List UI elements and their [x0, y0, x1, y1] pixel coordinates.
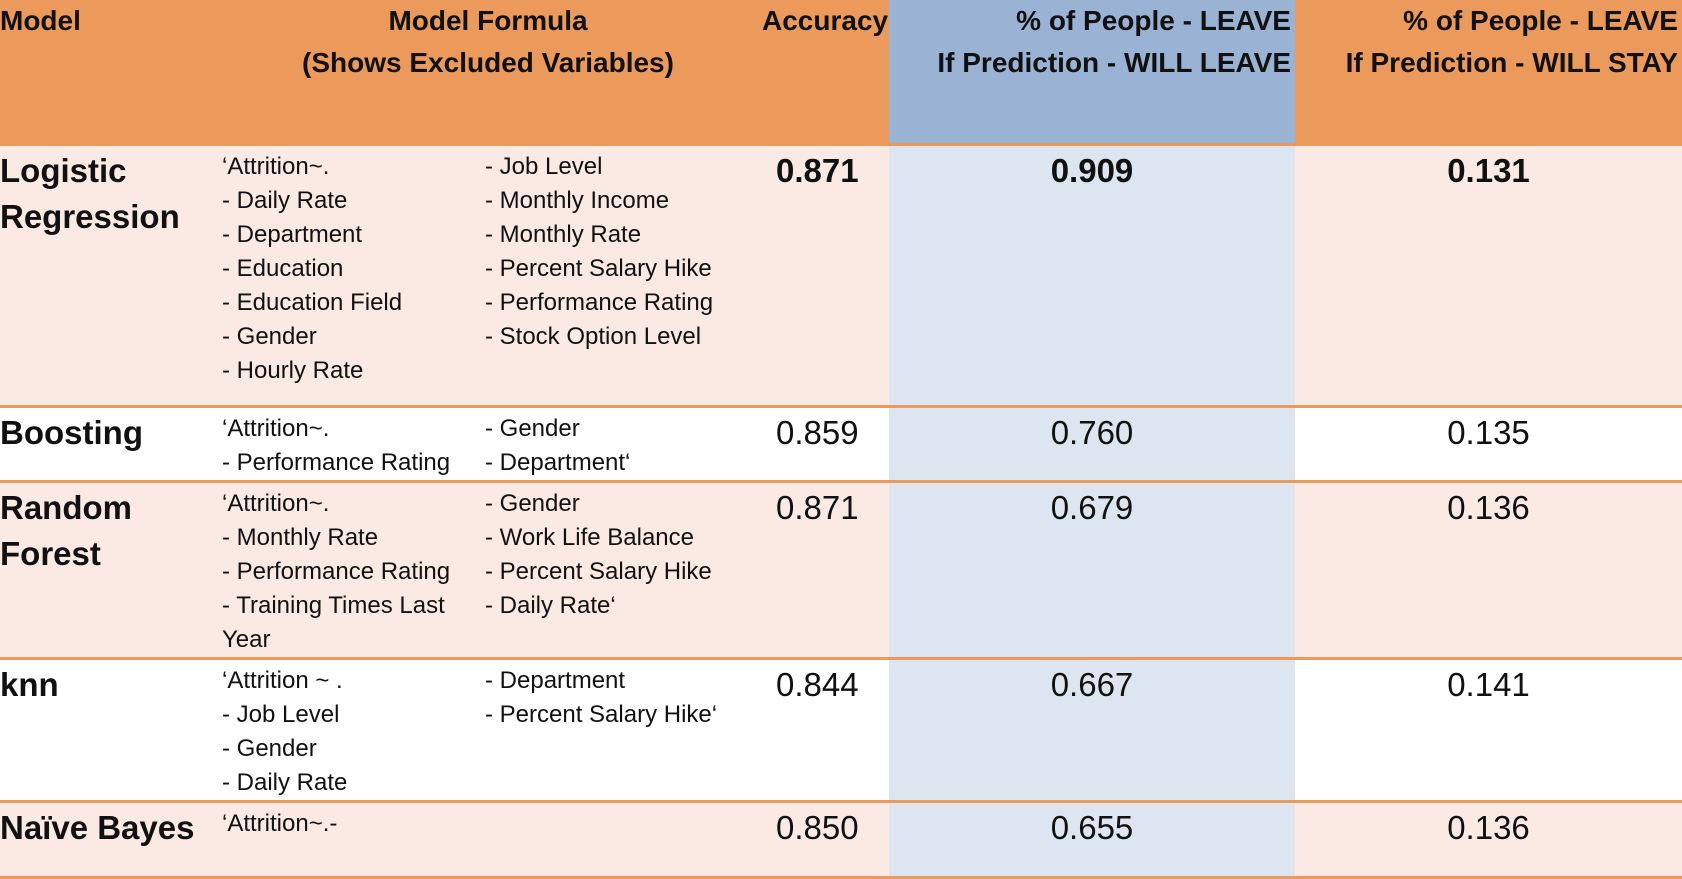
formula-column-right: - Gender - Work Life Balance - Percent S…: [485, 487, 712, 657]
formula-line: - Performance Rating: [485, 289, 714, 316]
formula-column-left: ‘Attrition~. - Daily Rate - Department -…: [220, 150, 485, 388]
formula-line: - Education Field: [222, 289, 403, 316]
model-name-cell: Random Forest: [0, 481, 220, 659]
model-name-line: knn: [0, 666, 59, 703]
formula-column-right: - Job Level - Monthly Income - Monthly R…: [485, 150, 713, 388]
header-leave-if-stay: % of People - LEAVE If Prediction - WILL…: [1295, 0, 1682, 145]
formula-line: - Daily Rate: [222, 769, 348, 796]
formula-column-left: ‘Attrition ~ . - Job Level - Gender - Da…: [220, 664, 485, 800]
formula-line: - Job Level: [485, 153, 603, 180]
formula-line: ‘Attrition~.: [222, 415, 330, 442]
formula-line: - Daily Rate‘: [485, 592, 616, 619]
model-name-cell: Logistic Regression: [0, 144, 220, 407]
formula-line: - Hourly Rate: [222, 357, 364, 384]
table-row: Naïve Bayes ‘Attrition~.- 0.850 0.655 0.…: [0, 801, 1682, 878]
accuracy-cell: 0.850: [756, 801, 889, 878]
accuracy-cell: 0.859: [756, 406, 889, 482]
model-name-line: Random: [0, 489, 132, 526]
formula-line: - Gender: [222, 323, 317, 350]
accuracy-cell: 0.871: [756, 144, 889, 407]
formula-line: - Monthly Rate: [485, 221, 642, 248]
header-formula: Model Formula (Shows Excluded Variables): [220, 0, 756, 145]
header-stay-line1: % of People - LEAVE: [1403, 5, 1678, 36]
formula-line: - Performance Rating: [222, 449, 451, 476]
accuracy-cell: 0.871: [756, 481, 889, 659]
formula-column-right: - Gender - Department‘: [485, 412, 630, 480]
formula-line: - Department: [485, 667, 626, 694]
header-leave-if-leave: % of People - LEAVE If Prediction - WILL…: [889, 0, 1295, 145]
leave-if-stay-cell: 0.136: [1295, 801, 1682, 878]
formula-line: - Performance Rating: [222, 558, 451, 585]
table-row: Logistic Regression ‘Attrition~. - Daily…: [0, 144, 1682, 407]
table-row: Boosting ‘Attrition~. - Performance Rati…: [0, 406, 1682, 482]
leave-if-leave-cell: 0.909: [889, 144, 1295, 407]
leave-if-stay-cell: 0.141: [1295, 658, 1682, 802]
formula-cell: ‘Attrition~. - Performance Rating - Gend…: [220, 406, 756, 482]
header-model-label: Model: [0, 5, 81, 36]
leave-if-stay-cell: 0.135: [1295, 406, 1682, 482]
formula-line: ‘Attrition ~ .: [222, 667, 343, 694]
formula-line: - Training Times Last Year: [222, 592, 445, 653]
formula-line: - Gender: [485, 490, 580, 517]
header-formula-line2: (Shows Excluded Variables): [302, 47, 674, 78]
leave-if-leave-cell: 0.655: [889, 801, 1295, 878]
formula-line: - Percent Salary Hike‘: [485, 701, 718, 728]
formula-line: - Gender: [222, 735, 317, 762]
header-model: Model: [0, 0, 220, 145]
formula-line: - Percent Salary Hike: [485, 255, 712, 282]
leave-if-leave-cell: 0.760: [889, 406, 1295, 482]
leave-if-leave-cell: 0.667: [889, 658, 1295, 802]
header-leave-line2: If Prediction - WILL LEAVE: [937, 47, 1291, 78]
formula-line: - Percent Salary Hike: [485, 558, 712, 585]
table-row: knn ‘Attrition ~ . - Job Level - Gender …: [0, 658, 1682, 802]
model-name-cell: Naïve Bayes: [0, 801, 220, 878]
formula-column-left: ‘Attrition~.-: [220, 807, 485, 841]
formula-line: - Daily Rate: [222, 187, 348, 214]
formula-cell: ‘Attrition~.-: [220, 801, 756, 878]
model-name-line: Regression: [0, 198, 180, 235]
formula-line: - Job Level: [222, 701, 340, 728]
model-name-cell: knn: [0, 658, 220, 802]
formula-line: - Monthly Income: [485, 187, 670, 214]
formula-line: - Monthly Rate: [222, 524, 379, 551]
model-name-cell: Boosting: [0, 406, 220, 482]
formula-line: - Work Life Balance: [485, 524, 694, 551]
formula-line: ‘Attrition~.-: [222, 810, 338, 837]
formula-line: - Department‘: [485, 449, 631, 476]
formula-cell: ‘Attrition ~ . - Job Level - Gender - Da…: [220, 658, 756, 802]
model-name-line: Logistic: [0, 152, 127, 189]
header-accuracy: Accuracy: [756, 0, 889, 145]
formula-column-right: - Department - Percent Salary Hike‘: [485, 664, 717, 800]
formula-line: ‘Attrition~.: [222, 153, 330, 180]
formula-line: - Stock Option Level: [485, 323, 702, 350]
accuracy-cell: 0.844: [756, 658, 889, 802]
formula-line: - Gender: [485, 415, 580, 442]
formula-cell: ‘Attrition~. - Daily Rate - Department -…: [220, 144, 756, 407]
header-row: Model Model Formula (Shows Excluded Vari…: [0, 0, 1682, 145]
formula-line: ‘Attrition~.: [222, 490, 330, 517]
header-stay-line2: If Prediction - WILL STAY: [1345, 47, 1678, 78]
header-accuracy-label: Accuracy: [762, 5, 889, 36]
table-row: Random Forest ‘Attrition~. - Monthly Rat…: [0, 481, 1682, 659]
model-name-line: Forest: [0, 535, 101, 572]
header-formula-line1: Model Formula: [388, 5, 588, 36]
leave-if-leave-cell: 0.679: [889, 481, 1295, 659]
formula-column-left: ‘Attrition~. - Performance Rating: [220, 412, 485, 480]
leave-if-stay-cell: 0.136: [1295, 481, 1682, 659]
model-name-line: Naïve Bayes: [0, 809, 195, 846]
formula-cell: ‘Attrition~. - Monthly Rate - Performanc…: [220, 481, 756, 659]
formula-column-left: ‘Attrition~. - Monthly Rate - Performanc…: [220, 487, 485, 657]
header-leave-line1: % of People - LEAVE: [1016, 5, 1291, 36]
formula-line: - Education: [222, 255, 344, 282]
model-name-line: Boosting: [0, 414, 143, 451]
leave-if-stay-cell: 0.131: [1295, 144, 1682, 407]
formula-line: - Department: [222, 221, 363, 248]
